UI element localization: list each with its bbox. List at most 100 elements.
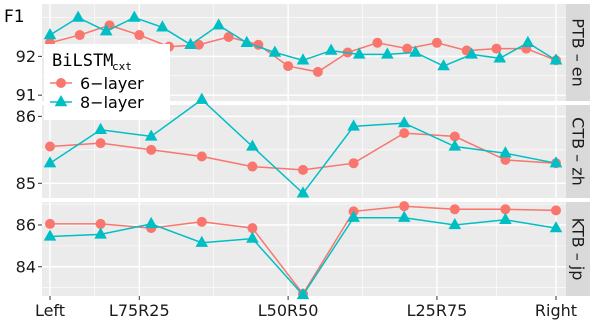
- data-point: [196, 151, 207, 162]
- panel-3: 84 86 KTB – jp: [16, 201, 590, 300]
- data-point: [95, 138, 106, 149]
- x-axis: Left L75R25 L50R50 L25R75 Right: [35, 296, 577, 320]
- data-point: [499, 146, 512, 158]
- data-point: [246, 139, 259, 151]
- x-tick-label: Left: [35, 301, 65, 320]
- data-point: [347, 210, 360, 222]
- legend-entry-label: 8−layer: [80, 93, 144, 112]
- y-tick-label: 85: [16, 174, 36, 193]
- data-point: [283, 61, 294, 72]
- x-tick-label: L75R25: [109, 301, 170, 320]
- facet-strip: [566, 105, 590, 198]
- data-point: [223, 31, 234, 42]
- data-point: [296, 287, 310, 300]
- legend-swatch-marker: [56, 78, 66, 88]
- data-point: [409, 45, 422, 57]
- data-point: [95, 218, 106, 229]
- data-point: [431, 37, 442, 48]
- facet-strip: [566, 202, 590, 296]
- data-point: [247, 161, 258, 172]
- data-point: [247, 223, 258, 234]
- data-point: [437, 59, 450, 71]
- data-point: [448, 217, 462, 230]
- y-tick-label: 86: [16, 107, 36, 126]
- data-point: [71, 10, 85, 22]
- data-point: [312, 66, 323, 77]
- panel-background: [42, 105, 566, 198]
- data-point: [549, 53, 563, 65]
- data-point: [499, 212, 512, 224]
- data-point: [195, 235, 209, 247]
- y-tick-label: 91: [16, 86, 36, 105]
- data-point: [45, 141, 55, 152]
- data-point: [372, 37, 383, 48]
- legend-swatch-marker: [54, 95, 68, 107]
- data-point: [43, 229, 57, 241]
- data-point: [99, 24, 113, 36]
- data-point: [144, 216, 158, 229]
- data-point: [144, 129, 158, 141]
- y-tick-label: 86: [16, 215, 36, 234]
- data-point: [465, 47, 478, 59]
- data-point: [74, 30, 85, 41]
- data-point: [240, 35, 254, 47]
- data-point: [94, 227, 107, 239]
- facet-label: PTB – en: [569, 18, 588, 87]
- data-point: [399, 201, 410, 212]
- data-point: [549, 221, 563, 233]
- data-point: [298, 164, 308, 175]
- panel-background: [42, 202, 566, 296]
- data-point: [184, 37, 197, 49]
- y-tick-label: 92: [16, 47, 36, 66]
- data-point: [491, 43, 502, 54]
- data-point: [397, 116, 411, 128]
- data-point: [195, 92, 209, 104]
- data-point: [156, 20, 169, 32]
- data-point: [43, 28, 57, 40]
- data-point: [402, 43, 413, 54]
- panel-2: 85 86 CTB – zh: [16, 92, 590, 198]
- data-point: [268, 45, 282, 57]
- data-point: [246, 231, 259, 243]
- data-point: [324, 43, 338, 55]
- legend-entry-label: 6−layer: [80, 74, 144, 93]
- data-point: [397, 210, 411, 222]
- x-tick-label: L25R75: [407, 301, 468, 320]
- data-point: [347, 119, 360, 131]
- data-point: [449, 131, 460, 142]
- facet-label: KTB – jp: [569, 218, 588, 281]
- data-point: [549, 156, 563, 168]
- x-tick-label: L50R50: [258, 301, 319, 320]
- data-point: [399, 128, 410, 139]
- legend-title-subscript: cxt: [112, 60, 132, 73]
- data-point: [551, 205, 561, 216]
- panels-layer: 91 92 PTB – en 85 86 CTB – zh 84 86 KTB – jp: [16, 4, 590, 300]
- data-point: [134, 30, 145, 41]
- x-tick-label: Right: [535, 301, 577, 320]
- data-point: [352, 47, 366, 59]
- data-point: [193, 39, 204, 50]
- data-point: [296, 186, 310, 198]
- data-point: [381, 47, 394, 59]
- data-point: [128, 10, 141, 22]
- data-point: [296, 53, 310, 65]
- data-point: [448, 139, 462, 151]
- y-tick-label: 84: [16, 257, 36, 276]
- facet-strip: [566, 4, 590, 101]
- data-point: [500, 204, 511, 215]
- legend-title: BiLSTM: [52, 51, 113, 71]
- data-point: [348, 158, 359, 169]
- data-point: [493, 51, 507, 63]
- data-point: [45, 218, 55, 229]
- data-point: [94, 122, 107, 134]
- data-point: [43, 156, 57, 168]
- data-point: [449, 204, 460, 215]
- y-axis-title: F1: [4, 7, 25, 27]
- data-point: [212, 18, 225, 30]
- facet-label: CTB – zh: [569, 117, 588, 186]
- data-point: [146, 144, 157, 155]
- data-point: [521, 35, 535, 47]
- data-point: [196, 216, 207, 227]
